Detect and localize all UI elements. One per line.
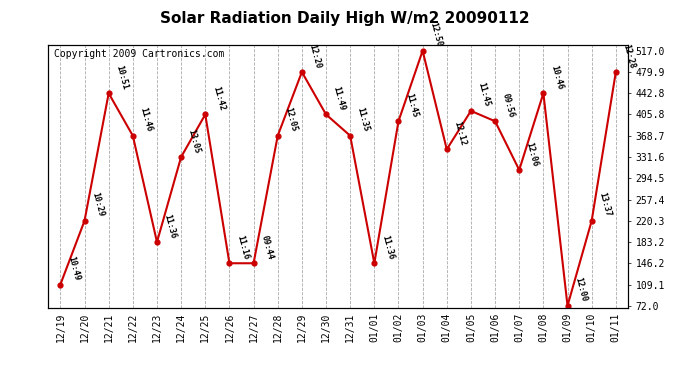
Point: [321, 111, 332, 117]
Text: 11:45: 11:45: [404, 92, 420, 118]
Text: 12:06: 12:06: [525, 141, 540, 167]
Text: 12:12: 12:12: [453, 120, 468, 147]
Point: [55, 282, 66, 288]
Point: [297, 69, 308, 75]
Text: 10:51: 10:51: [115, 64, 130, 90]
Point: [104, 90, 115, 96]
Point: [562, 303, 573, 309]
Text: 09:44: 09:44: [259, 234, 275, 261]
Text: 10:29: 10:29: [90, 192, 106, 218]
Text: 13:05: 13:05: [187, 128, 202, 154]
Point: [248, 260, 259, 266]
Point: [152, 239, 163, 245]
Point: [79, 218, 90, 224]
Text: 12:00: 12:00: [573, 276, 589, 303]
Text: 11:35: 11:35: [356, 106, 371, 133]
Text: 09:56: 09:56: [501, 92, 516, 118]
Text: 10:49: 10:49: [66, 255, 81, 282]
Point: [490, 118, 501, 124]
Point: [345, 133, 356, 139]
Text: 11:49: 11:49: [332, 85, 347, 112]
Text: 10:46: 10:46: [549, 64, 564, 90]
Point: [514, 167, 525, 173]
Text: 12:28: 12:28: [622, 43, 637, 69]
Point: [273, 133, 284, 139]
Text: Solar Radiation Daily High W/m2 20090112: Solar Radiation Daily High W/m2 20090112: [160, 11, 530, 26]
Point: [224, 260, 235, 266]
Point: [176, 154, 187, 160]
Text: 11:46: 11:46: [139, 106, 154, 133]
Text: 11:42: 11:42: [211, 85, 226, 112]
Point: [586, 218, 598, 224]
Text: 11:36: 11:36: [380, 234, 395, 261]
Point: [442, 146, 453, 152]
Point: [611, 69, 622, 75]
Point: [369, 260, 380, 266]
Point: [466, 108, 477, 114]
Point: [200, 111, 211, 117]
Text: 13:37: 13:37: [598, 192, 613, 218]
Text: 11:36: 11:36: [163, 213, 178, 239]
Text: 11:45: 11:45: [477, 82, 492, 108]
Text: 12:05: 12:05: [284, 106, 299, 133]
Point: [538, 90, 549, 96]
Text: 11:16: 11:16: [235, 234, 250, 261]
Text: 12:50: 12:50: [428, 21, 444, 48]
Point: [393, 118, 404, 124]
Point: [417, 48, 428, 54]
Text: 12:20: 12:20: [308, 43, 323, 69]
Text: Copyright 2009 Cartronics.com: Copyright 2009 Cartronics.com: [54, 49, 224, 59]
Point: [128, 133, 139, 139]
